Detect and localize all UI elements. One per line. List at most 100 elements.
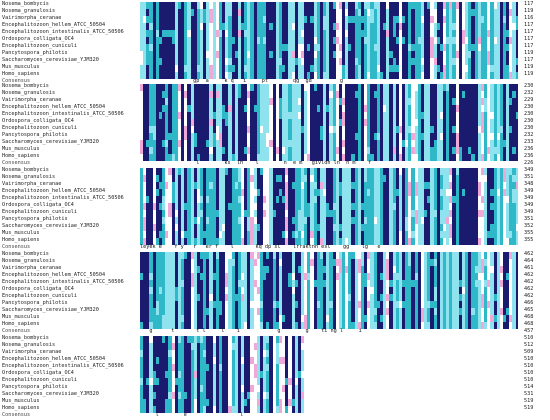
residue-strip [140,287,518,294]
sequence-name: Encephalitozoon_intestinalis_ATCC_50506 [2,111,124,117]
sequence-row: Homo_sapiens 119 [0,71,550,79]
residue-strip [140,217,518,224]
sequence-name: Ordospora_colligata_OC4 [2,370,74,376]
residue-strip [140,210,518,217]
sequence-row: Encephalitozoon_hellem_ATCC_50504 510 [0,356,550,364]
sequence-end-position: 349 [524,188,534,194]
sequence-name: Encephalitozoon_hellem_ATCC_50504 [2,188,106,194]
sequence-end-position: 119 [524,8,534,14]
residue-strip [140,322,518,329]
sequence-end-position: 519 [524,405,534,411]
sequence-name: Nosema_bombycis [2,83,49,89]
sequence-row: Encephalitozoon_intestinalis_ATCC_50506 5… [0,363,550,371]
sequence-name: Encephalitozoon_hellem_ATCC_50504 [2,104,106,110]
sequence-end-position: 230 [524,111,534,117]
sequence-end-position: 462 [524,279,534,285]
sequence-name: Mus_musculus [2,146,40,152]
residue-strip [140,133,518,140]
sequence-end-position: 117 [524,36,534,42]
sequence-end-position: 355 [524,237,534,243]
residue-strip [140,273,518,280]
sequence-end-position: 462 [524,293,534,299]
consensus-sequence: gp a k q i pt qg gd g [140,78,344,84]
consensus-label: Consensus [2,412,31,418]
sequence-row: Pancytospora_philotis 514 [0,384,550,392]
sequence-row: Vairimorpha_ceranae 348 [0,181,550,189]
sequence-row: Nosema_bombycis 510 [0,335,550,343]
residue-strip [140,224,518,231]
residue-strip [140,280,518,287]
sequence-name: Ordospora_colligata_OC4 [2,118,74,124]
sequence-name: Pancytospora_philotis [2,50,68,56]
residue-strip [140,378,518,385]
sequence-row: Homo_sapiens 236 [0,153,550,161]
sequence-end-position: 461 [524,265,534,271]
sequence-end-position: 510 [524,363,534,369]
sequence-row: Ordospora_colligata_OC4 117 [0,36,550,44]
consensus-sequence: g t t l l i g g ti ng l i [140,328,362,334]
sequence-name: Mus_musculus [2,398,40,404]
sequence-name: Homo_sapiens [2,71,40,77]
sequence-row: Mus_musculus 236 [0,146,550,154]
residue-strip [140,343,518,350]
residue-strip [140,119,518,126]
sequence-end-position: 119 [524,71,534,77]
residue-strip [140,91,518,98]
sequence-name: Pancytospora_philotis [2,384,68,390]
sequence-row: Encephalitozoon_intestinalis_ATCC_50506 1… [0,29,550,37]
sequence-end-position: 117 [524,43,534,49]
residue-strip [140,392,518,399]
residue-strip [140,16,518,23]
sequence-row: Vairimorpha_ceranae 229 [0,97,550,105]
residue-strip [140,84,518,91]
sequence-row: Pancytospora_philotis 466 [0,300,550,308]
sequence-end-position: 117 [524,1,534,7]
sequence-end-position: 230 [524,83,534,89]
sequence-name: Homo_sapiens [2,405,40,411]
sequence-name: Ordospora_colligata_OC4 [2,202,74,208]
residue-strip [140,168,518,175]
sequence-end-position: 531 [524,391,534,397]
sequence-end-position: 509 [524,349,534,355]
sequence-end-position: 233 [524,139,534,145]
sequence-end-position: 468 [524,321,534,327]
sequence-name: Saccharomyces_cerevisiae_YJM320 [2,139,99,145]
sequence-row: Encephalitozoon_hellem_ATCC_50504 117 [0,22,550,30]
sequence-end-position: 464 [524,258,534,264]
sequence-name: Encephalitozoon_hellem_ATCC_50504 [2,272,106,278]
sequence-name: Vairimorpha_ceranae [2,15,62,21]
sequence-end-position: 232 [524,90,534,96]
consensus-end-position: 226 [524,160,534,166]
sequence-name: Encephalitozoon_hellem_ATCC_50504 [2,22,106,28]
sequence-end-position: 117 [524,22,534,28]
consensus-row: Consensus leyek e f y r er f l kq dp sl l… [0,244,550,252]
sequence-row: Ordospora_colligata_OC4 510 [0,370,550,378]
sequence-name: Vairimorpha_ceranae [2,97,62,103]
residue-strip [140,301,518,308]
residue-strip [140,336,518,343]
residue-strip [140,357,518,364]
residue-strip [140,147,518,154]
sequence-name: Nosema_granulosis [2,174,56,180]
sequence-name: Encephalitozoon_intestinalis_ATCC_50506 [2,279,124,285]
consensus-row: Consensus l ks ln l n e m givldn ln n m … [0,160,550,168]
sequence-row: Nosema_granulosis 351 [0,174,550,182]
sequence-end-position: 510 [524,335,534,341]
sequence-row: Ordospora_colligata_OC4 349 [0,202,550,210]
sequence-row: Nosema_bombycis 230 [0,83,550,91]
sequence-end-position: 349 [524,167,534,173]
residue-strip [140,231,518,238]
sequence-end-position: 510 [524,370,534,376]
sequence-end-position: 514 [524,384,534,390]
sequence-end-position: 119 [524,64,534,70]
residue-strip [140,371,518,378]
residue-strip [140,364,518,371]
consensus-row: Consensus g t t l l i g g ti ng l i 457 [0,328,550,336]
sequence-row: Pancytospora_philotis 351 [0,216,550,224]
sequence-row: Homo_sapiens 468 [0,321,550,329]
residue-strip [140,23,518,30]
residue-strip [140,266,518,273]
residue-strip [140,385,518,392]
residue-strip [140,2,518,9]
sequence-end-position: 351 [524,216,534,222]
